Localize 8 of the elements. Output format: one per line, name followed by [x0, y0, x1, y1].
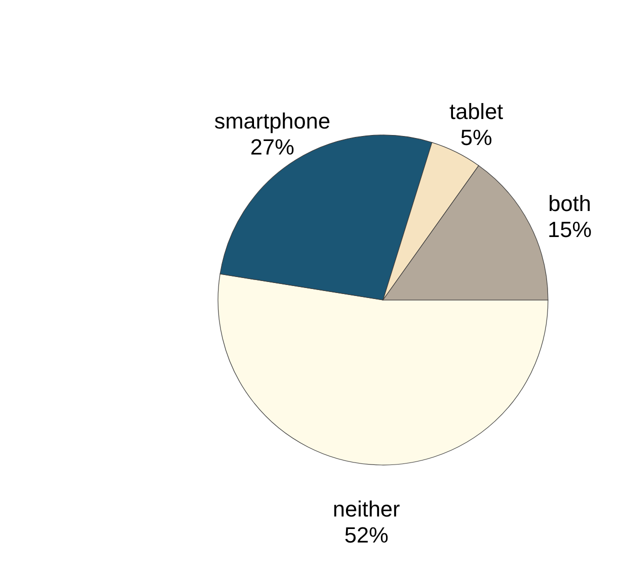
- slice-label: both: [548, 190, 592, 216]
- slice-label: tablet: [449, 98, 504, 124]
- data-label: 27%: [250, 134, 294, 160]
- slice-label: smartphone: [214, 108, 330, 134]
- slice-label: neither: [332, 496, 400, 522]
- data-label: 15%: [548, 216, 592, 242]
- data-label: 52%: [344, 522, 388, 548]
- data-label: 5%: [460, 124, 492, 150]
